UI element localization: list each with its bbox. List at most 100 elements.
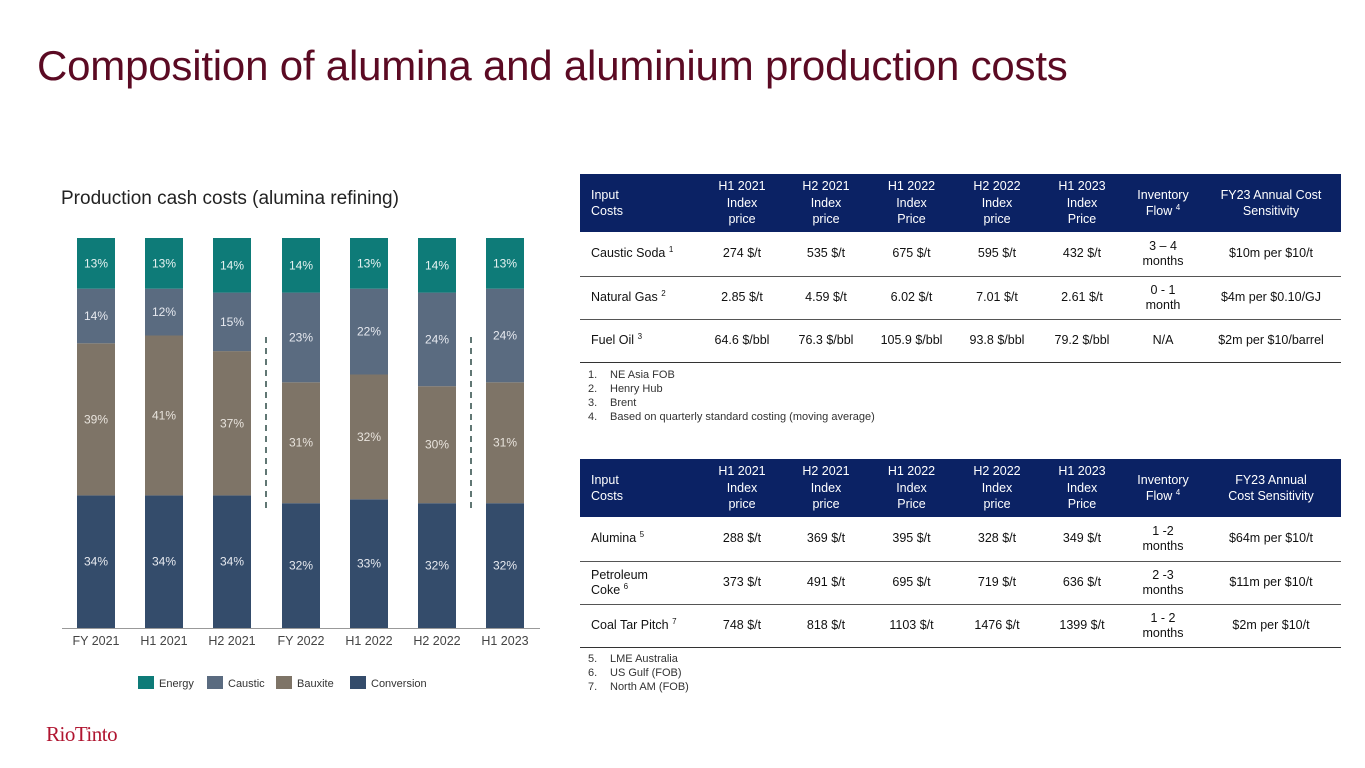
bar-conversion-h1-2023	[486, 503, 524, 628]
table-cell: 2 -3 months	[1125, 561, 1201, 605]
bar-energy-h2-2022	[418, 238, 456, 293]
bar-conversion-fy-2021	[77, 495, 115, 628]
data-label: 37%	[220, 416, 244, 430]
input-costs-table-aluminium: Input Costs H1 2021 Index price H2 2021 Index p…	[580, 459, 1341, 648]
data-label: 34%	[220, 555, 244, 569]
table-cell: 636 $/t	[1039, 561, 1125, 605]
bar-energy-fy-2022	[282, 238, 320, 293]
row-label: Coal Tar Pitch 7	[580, 604, 700, 648]
table-cell: 1399 $/t	[1039, 604, 1125, 648]
column-header: H1 2021 Index price	[700, 459, 784, 517]
bar-bauxite-h1-2022	[350, 374, 388, 500]
legend-label-caustic: Caustic	[228, 678, 265, 690]
bar-caustic-fy-2021	[77, 288, 115, 344]
legend-swatch-bauxite	[276, 676, 292, 689]
data-label: 24%	[425, 332, 449, 346]
table-cell: 64.6 $/bbl	[700, 319, 784, 363]
column-header: Inventory Flow 4	[1125, 459, 1201, 517]
table-cell: $4m per $0.10/GJ	[1201, 276, 1341, 320]
bar-conversion-h1-2021	[145, 495, 183, 628]
column-header: H1 2022 Index Price	[868, 174, 955, 232]
data-label: 32%	[289, 559, 313, 573]
table-cell: 288 $/t	[700, 517, 784, 562]
data-label: 14%	[84, 309, 108, 323]
data-label: 31%	[493, 436, 517, 450]
column-header: FY23 Annual Cost Sensitivity	[1201, 459, 1341, 517]
table-cell: 3 – 4 months	[1125, 232, 1201, 277]
table-cell: 748 $/t	[700, 604, 784, 648]
table-row: Natural Gas 2 2.85 $/t 4.59 $/t 6.02 $/t 7.0…	[580, 276, 1341, 320]
table-cell: 491 $/t	[784, 561, 868, 605]
table-cell: 6.02 $/t	[868, 276, 955, 320]
data-label: 12%	[152, 305, 176, 319]
data-label: 13%	[152, 256, 176, 270]
table-cell: 432 $/t	[1039, 232, 1125, 277]
column-header: H1 2023 Index Price	[1039, 174, 1125, 232]
table-cell: 79.2 $/bbl	[1039, 319, 1125, 363]
data-label: 22%	[357, 325, 381, 339]
bar-conversion-h1-2022	[350, 499, 388, 628]
table-cell: 1 -2 months	[1125, 517, 1201, 562]
data-label: 32%	[493, 559, 517, 573]
data-label: 14%	[425, 258, 449, 272]
table-cell: 105.9 $/bbl	[868, 319, 955, 363]
data-label: 39%	[84, 412, 108, 426]
data-label: 13%	[357, 256, 381, 270]
table-cell: 1476 $/t	[955, 604, 1039, 648]
x-tick-label: H2 2021	[208, 634, 255, 648]
data-label: 32%	[425, 559, 449, 573]
bar-bauxite-h1-2023	[486, 382, 524, 504]
bar-energy-h1-2021	[145, 238, 183, 289]
bar-bauxite-h1-2021	[145, 335, 183, 496]
table-cell: $10m per $10/t	[1201, 232, 1341, 277]
table1-footnotes: 1. NE Asia FOB 2. Henry Hub 3. Brent 4. Based o…	[588, 368, 875, 424]
footnote: 5. LME Australia	[588, 653, 678, 665]
column-header: H2 2022 Index price	[955, 174, 1039, 232]
rio-tinto-logo: RioTinto	[46, 722, 118, 746]
legend-label-bauxite: Bauxite	[297, 678, 334, 690]
table2-footnotes: 5. LME Australia 6. US Gulf (FOB) 7. North AM…	[588, 652, 689, 694]
data-label: 33%	[357, 557, 381, 571]
page-title: Composition of alumina and aluminium pro…	[37, 42, 1068, 89]
table-row: Alumina 5 288 $/t 369 $/t 395 $/t 328 $/t 349…	[580, 517, 1341, 562]
x-tick-label: H1 2023	[481, 634, 528, 648]
table-row: Fuel Oil 3 64.6 $/bbl 76.3 $/bbl 105.9 $/bb…	[580, 319, 1341, 363]
bar-energy-fy-2021	[77, 238, 115, 289]
legend-swatch-caustic	[207, 676, 223, 689]
table-cell: 719 $/t	[955, 561, 1039, 605]
table-cell: 1103 $/t	[868, 604, 955, 648]
table-cell: N/A	[1125, 319, 1201, 363]
table-cell: 2.85 $/t	[700, 276, 784, 320]
footnote: 4. Based on quarterly standard costing (m…	[588, 411, 875, 423]
bar-bauxite-fy-2021	[77, 343, 115, 496]
table-cell: 4.59 $/t	[784, 276, 868, 320]
row-label: Petroleum Coke 6	[580, 561, 700, 605]
table-cell: 0 - 1 month	[1125, 276, 1201, 320]
row-label: Caustic Soda 1	[580, 232, 700, 277]
column-header: H1 2021 Index price	[700, 174, 784, 232]
bar-energy-h1-2023	[486, 238, 524, 289]
column-header: Input Costs	[580, 459, 700, 517]
bar-bauxite-fy-2022	[282, 382, 320, 504]
table-row: Coal Tar Pitch 7 748 $/t 818 $/t 1103 $/t 14…	[580, 604, 1341, 648]
table-cell: 328 $/t	[955, 517, 1039, 562]
table-row: Caustic Soda 1 274 $/t 535 $/t 675 $/t 595 $…	[580, 232, 1341, 277]
data-label: 32%	[357, 430, 381, 444]
table-cell: 7.01 $/t	[955, 276, 1039, 320]
column-header: FY23 Annual Cost Sensitivity	[1201, 174, 1341, 232]
footnote: 1. NE Asia FOB	[588, 369, 675, 381]
column-header: H1 2023 Index Price	[1039, 459, 1125, 517]
table-cell: 274 $/t	[700, 232, 784, 277]
row-label: Fuel Oil 3	[580, 319, 700, 363]
table-cell: 395 $/t	[868, 517, 955, 562]
data-label: 14%	[289, 258, 313, 272]
table-cell: 675 $/t	[868, 232, 955, 277]
data-label: 41%	[152, 408, 176, 422]
footnote: 7. North AM (FOB)	[588, 681, 689, 693]
input-costs-table-alumina: Input Costs H1 2021 Index price H2 2021 Index p…	[580, 174, 1341, 363]
table-cell: 369 $/t	[784, 517, 868, 562]
footnote: 6. US Gulf (FOB)	[588, 667, 682, 679]
column-header: H1 2022 Index Price	[868, 459, 955, 517]
data-label: 13%	[493, 256, 517, 270]
bar-caustic-h2-2022	[418, 292, 456, 387]
